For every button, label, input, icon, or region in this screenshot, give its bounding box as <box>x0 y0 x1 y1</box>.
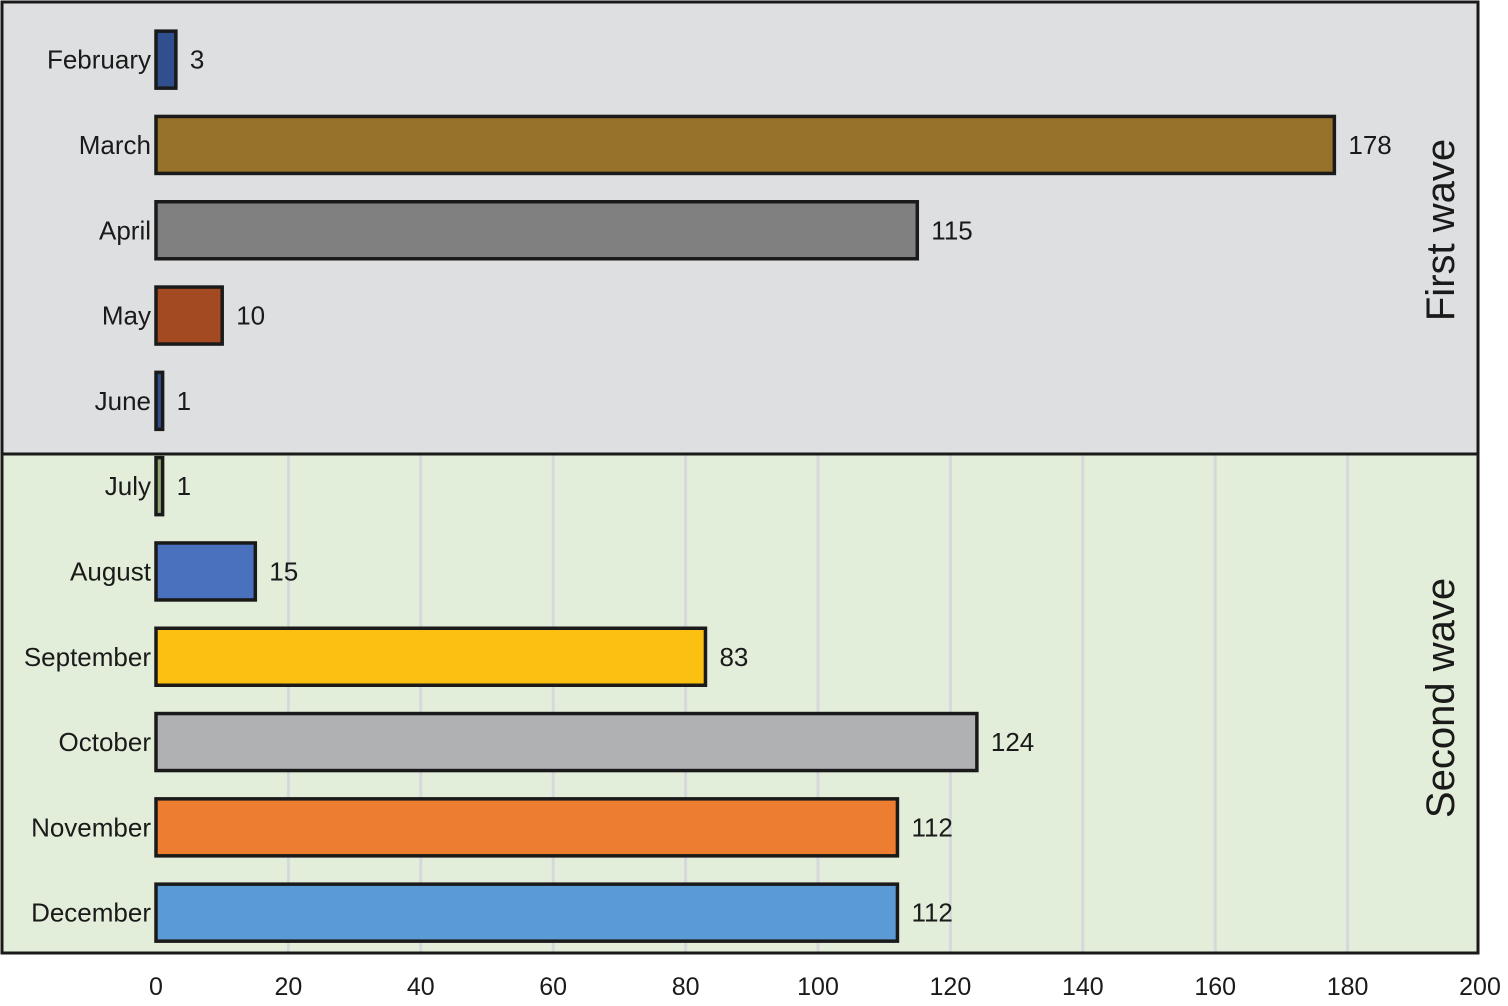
value-label: 1 <box>177 386 191 416</box>
x-tick-label: 160 <box>1194 973 1236 1001</box>
bar-june <box>154 370 165 432</box>
category-label: October <box>59 727 152 757</box>
gridlines <box>286 454 1350 953</box>
group-label: Second wave <box>1419 578 1463 818</box>
value-label: 3 <box>190 45 204 75</box>
bar-september <box>154 626 708 687</box>
x-tick-label: 80 <box>672 973 700 1001</box>
value-label: 115 <box>931 215 972 245</box>
bar-july <box>154 455 165 517</box>
x-tick-label: 140 <box>1062 973 1104 1001</box>
group-backgrounds <box>2 2 1478 953</box>
value-label: 112 <box>911 898 952 928</box>
value-label: 15 <box>269 556 298 586</box>
bar-october <box>154 711 979 773</box>
x-tick-label: 40 <box>407 973 435 1001</box>
x-tick-label: 100 <box>797 973 839 1001</box>
group-background-1 <box>2 454 1478 953</box>
bar-may <box>154 285 224 346</box>
category-label: March <box>79 130 151 160</box>
x-tick-label: 120 <box>930 973 972 1001</box>
bar-november <box>154 797 900 858</box>
group-frames <box>0 0 1480 955</box>
value-label: 178 <box>1348 130 1391 160</box>
x-tick-label: 180 <box>1327 973 1369 1001</box>
bar-march <box>154 114 1337 176</box>
group-label: First wave <box>1419 139 1463 321</box>
category-label: February <box>47 45 151 75</box>
x-axis: 0 20 40 60 80 100 120 140 160 180 200 <box>149 973 1501 1001</box>
value-label: 112 <box>911 812 952 842</box>
category-label: August <box>70 556 152 586</box>
x-tick-label: 200 <box>1459 973 1501 1001</box>
value-label: 10 <box>236 301 265 331</box>
category-label: December <box>31 898 151 928</box>
bars <box>154 29 1337 943</box>
bar-february <box>154 29 178 90</box>
x-tick-label: 60 <box>539 973 567 1001</box>
category-label: June <box>95 386 151 416</box>
category-label: July <box>105 471 151 501</box>
category-label: May <box>102 301 151 331</box>
bar-august <box>154 541 258 602</box>
category-label: November <box>31 812 151 842</box>
category-label: April <box>99 215 151 245</box>
group-frame-1 <box>0 452 1480 955</box>
value-label: 124 <box>991 727 1034 757</box>
bar-april <box>154 200 920 261</box>
x-tick-label: 20 <box>274 973 302 1001</box>
value-label: 1 <box>177 471 191 501</box>
value-label: 83 <box>719 642 748 672</box>
bar-december <box>154 882 900 943</box>
category-label: September <box>24 642 152 672</box>
x-tick-label: 0 <box>149 973 163 1001</box>
